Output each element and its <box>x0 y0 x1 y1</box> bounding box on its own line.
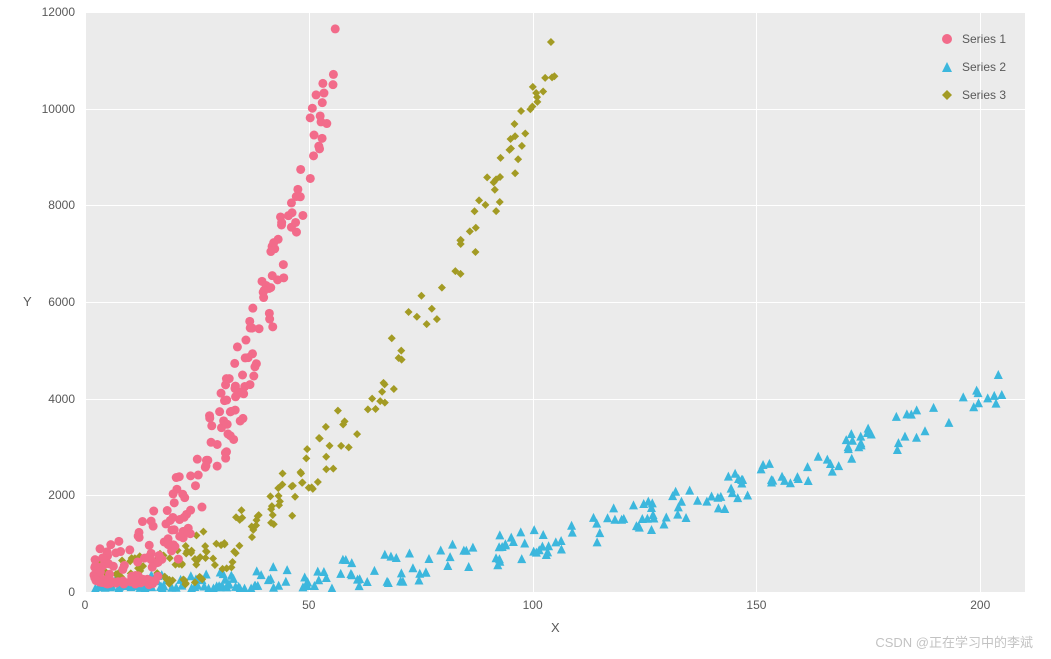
x-tick-label: 200 <box>970 598 990 612</box>
legend-label: Series 1 <box>962 32 1006 46</box>
x-tick-label: 150 <box>746 598 766 612</box>
gridline-horizontal <box>85 205 1025 206</box>
gridline-horizontal <box>85 302 1025 303</box>
x-tick-label: 100 <box>523 598 543 612</box>
gridline-vertical <box>309 12 310 592</box>
gridline-horizontal <box>85 592 1025 593</box>
y-axis-label: Y <box>23 294 32 309</box>
circle-icon <box>940 32 954 46</box>
triangle-icon <box>940 60 954 74</box>
legend-item: Series 3 <box>940 88 1006 102</box>
legend-label: Series 3 <box>962 88 1006 102</box>
legend-item: Series 1 <box>940 32 1006 46</box>
x-axis-label: X <box>551 620 560 635</box>
legend-label: Series 2 <box>962 60 1006 74</box>
gridline-horizontal <box>85 109 1025 110</box>
x-tick-label: 50 <box>302 598 315 612</box>
legend-item: Series 2 <box>940 60 1006 74</box>
gridline-vertical <box>85 12 86 592</box>
gridline-horizontal <box>85 12 1025 13</box>
gridline-horizontal <box>85 495 1025 496</box>
scatter-chart: X Y Series 1 Series 2 Series 3 CSDN @正在学习中… <box>0 0 1051 659</box>
legend: Series 1 Series 2 Series 3 <box>940 32 1006 116</box>
plot-area <box>85 12 1025 592</box>
watermark-text: CSDN @正在学习中的李斌 <box>875 632 1033 651</box>
gridline-horizontal <box>85 399 1025 400</box>
gridline-vertical <box>533 12 534 592</box>
diamond-icon <box>940 88 954 102</box>
gridline-vertical <box>756 12 757 592</box>
x-tick-label: 0 <box>82 598 89 612</box>
